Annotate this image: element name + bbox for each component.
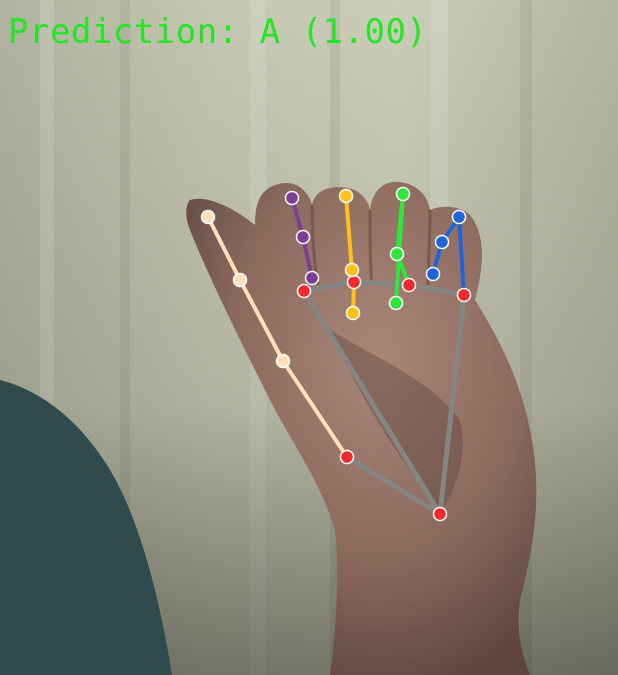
palm-connection bbox=[437, 292, 467, 517]
palm-connection bbox=[301, 279, 357, 294]
pinky-landmark-icon bbox=[425, 266, 441, 282]
thumb-landmark-icon bbox=[200, 209, 216, 225]
hand-and-forearm bbox=[186, 181, 537, 675]
pinky-finger-connection bbox=[457, 215, 466, 297]
thumb-connection bbox=[238, 278, 285, 363]
wrist-landmark-icon bbox=[432, 506, 448, 522]
pinky-landmark-icon bbox=[434, 234, 450, 250]
thumb-landmark-icon bbox=[275, 353, 291, 369]
ring-landmark-icon bbox=[389, 246, 405, 262]
knuckle-landmark-icon bbox=[296, 283, 312, 299]
thumb-connection bbox=[206, 215, 242, 282]
index-landmark-icon bbox=[284, 190, 300, 206]
index-landmark-icon bbox=[304, 270, 320, 286]
palm-connection bbox=[406, 282, 467, 298]
middle-landmark-icon bbox=[338, 188, 354, 204]
thumb-connection bbox=[281, 359, 349, 459]
palm-connection bbox=[301, 288, 443, 517]
index-landmark-icon bbox=[295, 229, 311, 245]
middle-landmark-icon bbox=[345, 305, 361, 321]
ring-landmark-icon bbox=[395, 186, 411, 202]
palm-connection bbox=[344, 454, 443, 517]
thumb-landmark-icon bbox=[232, 272, 248, 288]
palm-connection bbox=[351, 279, 412, 288]
ring-landmark-icon bbox=[388, 295, 404, 311]
knuckle-landmark-icon bbox=[456, 287, 472, 303]
arm-sleeve bbox=[0, 380, 172, 675]
knuckle-landmark-icon bbox=[401, 277, 417, 293]
middle-finger-connection bbox=[344, 194, 354, 272]
knuckle-landmark-icon bbox=[339, 449, 355, 465]
pinky-landmark-icon bbox=[451, 209, 467, 225]
prediction-label: Prediction: A (1.00) bbox=[8, 12, 428, 52]
palm-shadow bbox=[330, 330, 463, 512]
knuckle-landmark-icon bbox=[346, 274, 362, 290]
middle-landmark-icon bbox=[344, 262, 360, 278]
hand-skeleton-overlay bbox=[200, 186, 472, 522]
